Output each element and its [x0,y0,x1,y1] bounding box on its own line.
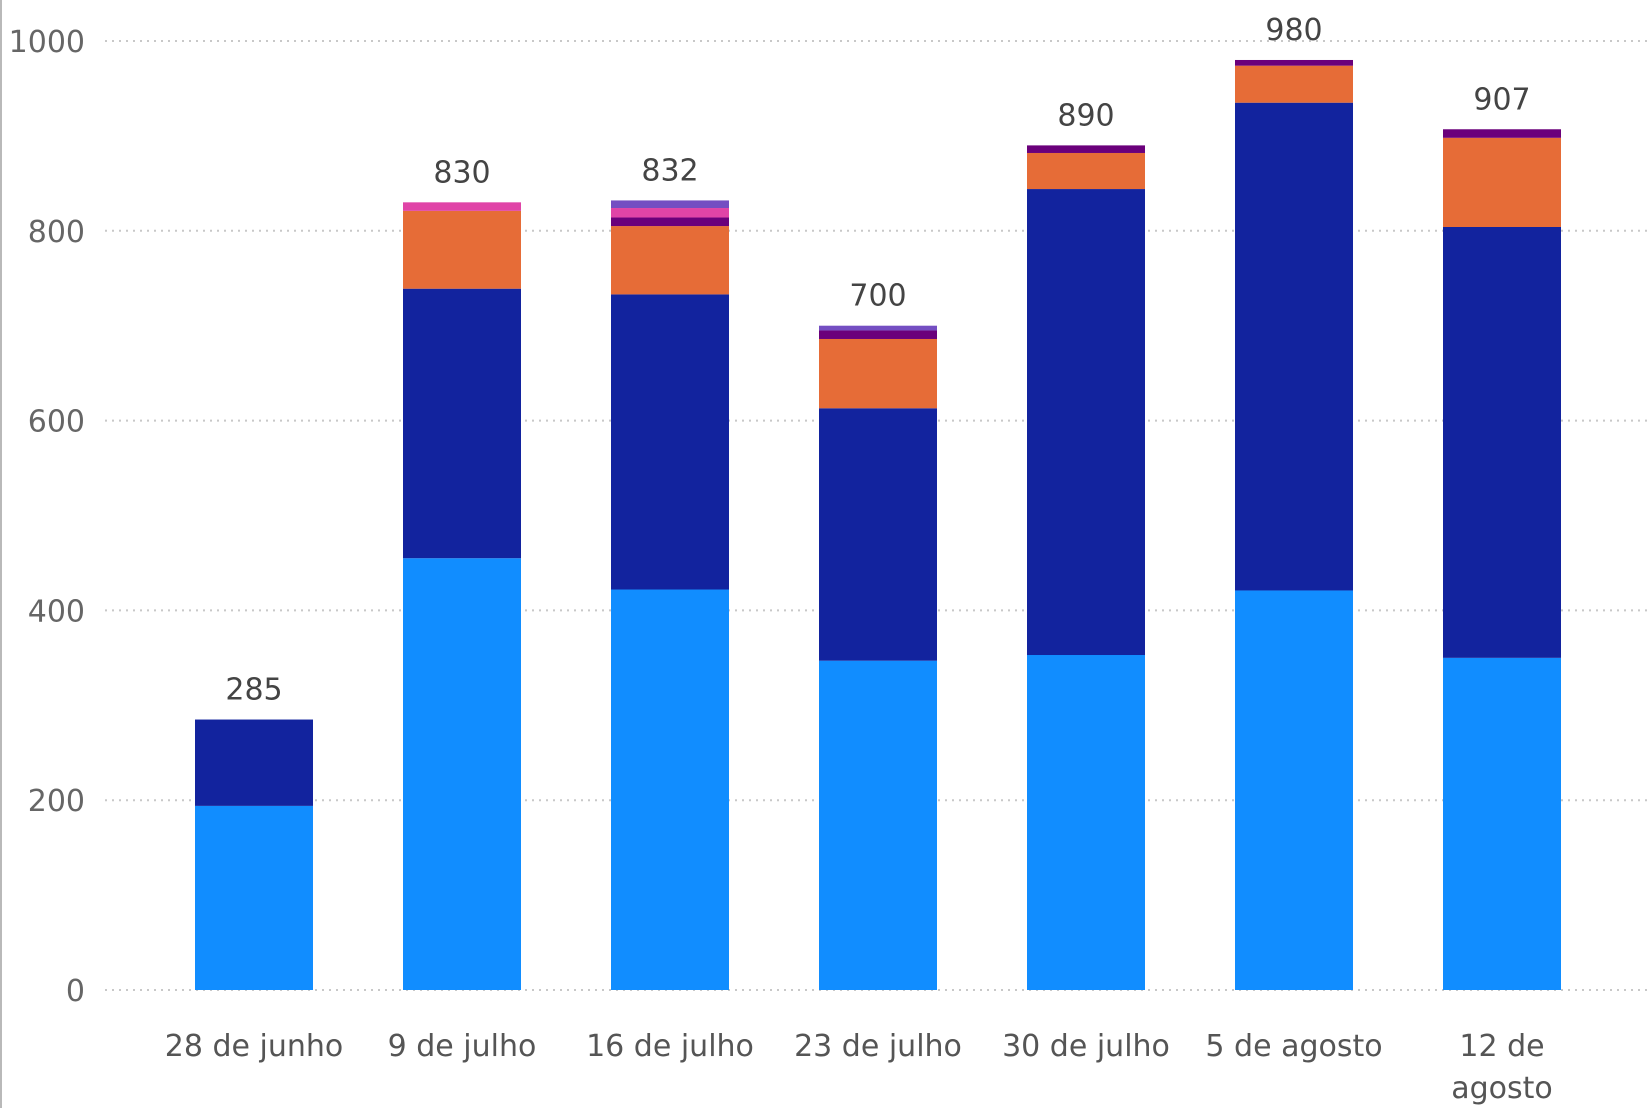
x-category-label: 9 de julho [388,1029,537,1064]
y-tick-label: 0 [66,974,85,1009]
y-tick-label: 600 [28,405,85,440]
bar-segment-series-2 [611,294,729,590]
bar-segment-series-2 [819,408,937,661]
bar-segment-series-1 [1027,655,1145,990]
bar-segment-series-1 [1235,590,1353,990]
bar-segment-series-3 [1443,137,1561,228]
bar-segment-series-2 [195,719,313,806]
total-data-label: 830 [433,155,490,190]
x-category-label: 23 de julho [794,1029,962,1064]
bar-segment-series-1 [195,805,313,990]
y-tick-label: 200 [28,784,85,819]
bar-segment-series-4 [819,330,937,339]
x-category-label: 5 de agosto [1205,1029,1382,1064]
x-category-label: 30 de julho [1002,1029,1170,1064]
y-tick-label: 800 [28,215,85,250]
total-data-label: 832 [641,153,698,188]
x-category-label: 16 de julho [586,1029,754,1064]
bar-segment-series-1 [403,558,521,990]
left-border [0,0,2,1108]
bar-segment-series-2 [1235,102,1353,591]
labels: 0 200 400 600 800 1000 285 28 de junho 830 9 de j… [9,13,1553,1106]
bar-segment-series-1 [1443,657,1561,990]
total-data-label: 980 [1265,13,1322,48]
y-tick-label: 1000 [9,25,85,60]
total-data-label: 700 [849,279,906,314]
bar-segment-series-4 [1443,129,1561,138]
total-data-label: 890 [1057,98,1114,133]
bar-segment-series-3 [1235,65,1353,103]
x-category-label: agosto [1451,1071,1553,1106]
bar-segment-series-3 [1027,152,1145,190]
bar-segment-series-4 [611,217,729,227]
bar-segment-series-2 [403,288,521,559]
bar-segment-series-3 [819,338,937,409]
bar-segment-series-4 [1027,145,1145,153]
bar-segment-series-5 [403,202,521,211]
bar-segment-series-2 [1027,189,1145,656]
bars [195,59,1561,990]
bar-segment-series-6 [819,325,937,331]
bar-segment-series-3 [611,226,729,295]
x-category-label: 28 de junho [165,1029,343,1064]
bar-segment-series-6 [611,200,729,209]
total-data-label: 285 [225,673,282,708]
total-data-label: 907 [1473,82,1530,117]
x-category-label: 12 de [1459,1029,1544,1064]
y-tick-label: 400 [28,594,85,629]
bar-segment-series-3 [403,210,521,289]
bar-segment-series-5 [611,208,729,218]
bar-segment-series-1 [819,660,937,990]
bar-segment-series-2 [1443,227,1561,658]
bar-segment-series-4 [1235,59,1353,66]
bar-segment-series-1 [611,589,729,990]
